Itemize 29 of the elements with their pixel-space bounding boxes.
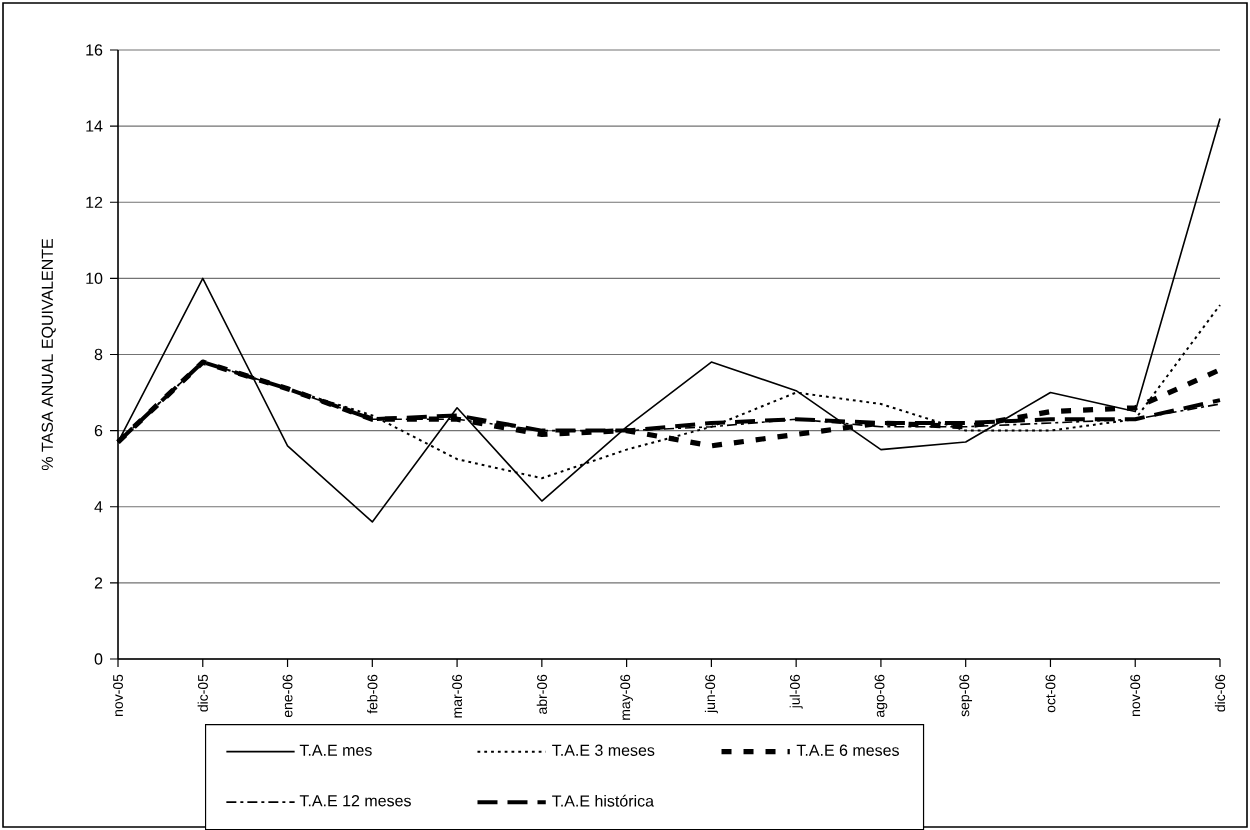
- x-tick-label: jun-06: [704, 674, 718, 714]
- y-tick-label: 6: [94, 424, 103, 437]
- x-tick-label: dic-06: [1214, 674, 1226, 712]
- x-tick-label: nov-06: [1130, 674, 1141, 716]
- y-tick-label: 4: [94, 501, 103, 513]
- y-tick-label: 8: [94, 348, 103, 361]
- x-tick-label: nov-05: [113, 674, 123, 716]
- y-tick-label: 2: [94, 577, 103, 589]
- x-tick-label: mar-06: [452, 674, 463, 718]
- x-tick-label: oct-06: [1045, 674, 1056, 713]
- y-tick-label: 10: [86, 272, 103, 285]
- x-tick-label: jul-06: [789, 674, 803, 709]
- x-tick-label: abr-06: [536, 674, 547, 714]
- x-tick-label: ago-06: [874, 674, 888, 718]
- x-tick-label: dic-05: [197, 674, 208, 712]
- x-tick-label: may-06: [620, 674, 633, 720]
- y-tick-label: 0: [94, 653, 103, 665]
- y-tick-label: 16: [86, 44, 103, 56]
- legend-label: T.A.E mes: [299, 744, 372, 756]
- x-tick-label: ene-06: [282, 674, 293, 718]
- y-tick-label: 14: [86, 120, 103, 132]
- y-axis-title: % TASA ANUAL EQUIVALENTE: [41, 239, 56, 471]
- legend-label: T.A.E 6 meses: [796, 744, 899, 756]
- y-tick-label: 12: [86, 196, 103, 208]
- x-tick-label: sep-06: [959, 674, 973, 717]
- legend-label: T.A.E 12 meses: [299, 795, 411, 807]
- legend-label: T.A.E 3 meses: [552, 744, 655, 756]
- x-tick-label: feb-06: [367, 674, 378, 714]
- legend-label: T.A.E histórica: [552, 794, 655, 807]
